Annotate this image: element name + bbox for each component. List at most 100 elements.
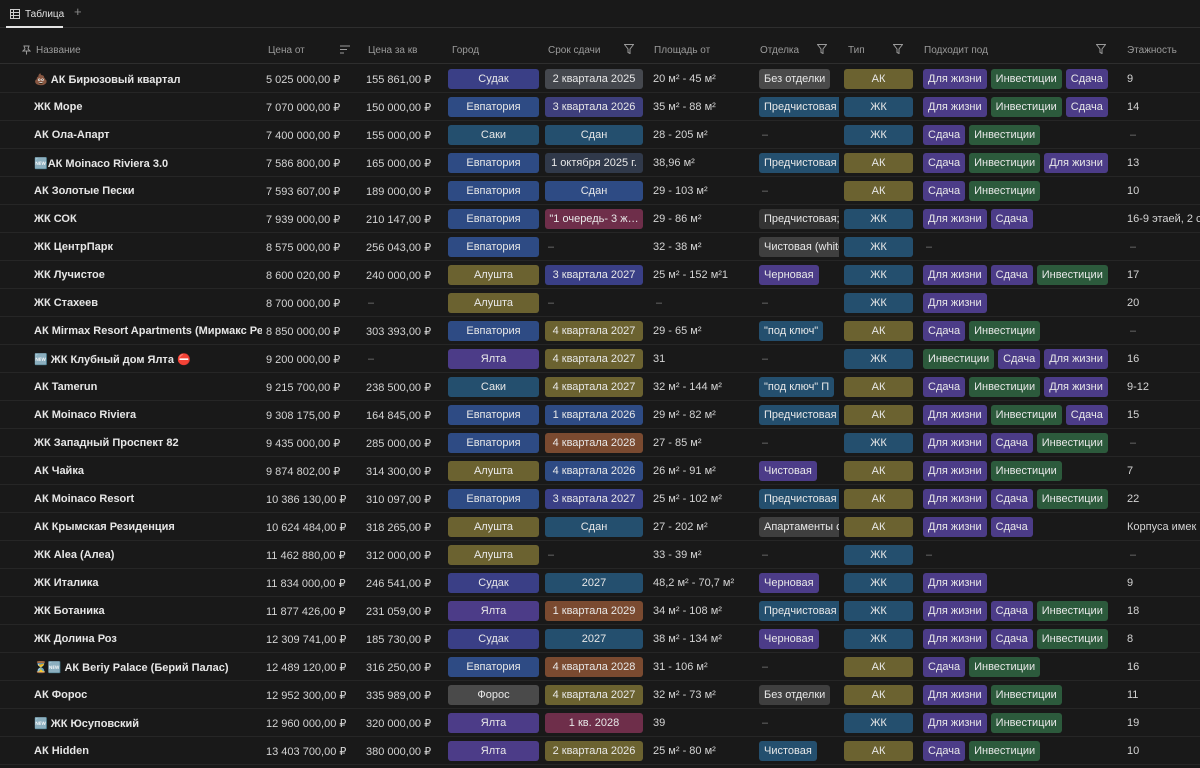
fit-tag[interactable]: Для жизни: [923, 601, 987, 621]
city-tag[interactable]: Евпатория: [448, 489, 539, 509]
finish-tag[interactable]: Предчистовая: [759, 153, 839, 173]
table-row[interactable]: ЖК ЦентрПарк 8 575 000,00 ₽ 256 043,00 ₽ Ев…: [0, 233, 1200, 261]
deadline-tag[interactable]: 2 квартала 2026: [545, 741, 643, 761]
city-tag[interactable]: Форос: [448, 685, 539, 705]
finish-tag[interactable]: Черновая: [759, 629, 819, 649]
fit-tag[interactable]: Сдача: [1065, 69, 1108, 89]
fit-tag[interactable]: Инвестиции: [990, 69, 1062, 89]
type-tag[interactable]: ЖК: [844, 97, 913, 117]
type-tag[interactable]: ЖК: [844, 349, 913, 369]
table-row[interactable]: ЖК Лучистое 8 600 020,00 ₽ 240 000,00 ₽ Алу…: [0, 261, 1200, 289]
type-tag[interactable]: ЖК: [844, 237, 913, 257]
type-tag[interactable]: ЖК: [844, 601, 913, 621]
fit-tag[interactable]: Для жизни: [923, 573, 987, 593]
column-header-fits[interactable]: Подходит под: [924, 36, 988, 64]
deadline-tag[interactable]: 3 квартала 2027: [545, 265, 643, 285]
city-tag[interactable]: Евпатория: [448, 153, 539, 173]
fit-tag[interactable]: Инвестиции: [969, 377, 1041, 397]
row-name[interactable]: АК Золотые Пески: [34, 185, 135, 197]
row-name[interactable]: АК Форос: [34, 689, 88, 701]
city-tag[interactable]: Евпатория: [448, 405, 539, 425]
filter-icon[interactable]: [624, 44, 634, 54]
finish-tag[interactable]: Без отделки: [759, 69, 831, 89]
fit-tag[interactable]: Сдача: [923, 321, 966, 341]
row-name[interactable]: АК Tamerun: [34, 381, 98, 393]
deadline-tag[interactable]: 1 кв. 2028: [545, 713, 643, 733]
deadline-tag[interactable]: Сдан: [545, 517, 643, 537]
table-row[interactable]: АК Форос 12 952 300,00 ₽ 335 989,00 ₽ Форос…: [0, 681, 1200, 709]
fit-tag[interactable]: Для жизни: [923, 629, 987, 649]
type-tag[interactable]: АК: [844, 461, 913, 481]
finish-tag[interactable]: "под ключ": [759, 321, 824, 341]
fit-tag[interactable]: Сдача: [923, 741, 966, 761]
city-tag[interactable]: Евпатория: [448, 181, 539, 201]
table-row[interactable]: 🆕 ЖК Юсуповский 12 960 000,00 ₽ 320 000,00…: [0, 709, 1200, 737]
fit-tag[interactable]: Сдача: [990, 265, 1033, 285]
type-tag[interactable]: ЖК: [844, 713, 913, 733]
type-tag[interactable]: ЖК: [844, 545, 913, 565]
finish-tag[interactable]: Чистовая: [759, 741, 817, 761]
table-row[interactable]: АК Moinaco Resort 10 386 130,00 ₽ 310 097,…: [0, 485, 1200, 513]
finish-tag[interactable]: Предчистовая;: [759, 209, 839, 229]
row-name[interactable]: АК Крымская Резиденция: [34, 521, 175, 533]
fit-tag[interactable]: Инвестиции: [969, 181, 1041, 201]
finish-tag[interactable]: Без отделки: [759, 685, 831, 705]
fit-tag[interactable]: Для жизни: [923, 517, 987, 537]
table-row[interactable]: ЖК СОК 7 939 000,00 ₽ 210 147,00 ₽ Евпатори…: [0, 205, 1200, 233]
fit-tag[interactable]: Сдача: [990, 433, 1033, 453]
fit-tag[interactable]: Сдача: [990, 629, 1033, 649]
fit-tag[interactable]: Сдача: [990, 489, 1033, 509]
table-row[interactable]: АК Чайка 9 874 802,00 ₽ 314 300,00 ₽ Алушта…: [0, 457, 1200, 485]
deadline-tag[interactable]: 1 квартала 2029: [545, 601, 643, 621]
fit-tag[interactable]: Инвестиции: [990, 713, 1062, 733]
type-tag[interactable]: АК: [844, 741, 913, 761]
table-row[interactable]: АК Крымская Резиденция 10 624 484,00 ₽ 318…: [0, 513, 1200, 541]
fit-tag[interactable]: Для жизни: [923, 405, 987, 425]
row-name[interactable]: ЖК Западный Проспект 82: [34, 437, 179, 449]
table-row[interactable]: АК Tamerun 9 215 700,00 ₽ 238 500,00 ₽ Саки…: [0, 373, 1200, 401]
city-tag[interactable]: Ялта: [448, 349, 539, 369]
deadline-tag[interactable]: 4 квартала 2027: [545, 685, 643, 705]
column-header-area[interactable]: Площадь от: [654, 36, 710, 64]
city-tag[interactable]: Алушта: [448, 265, 539, 285]
filter-icon[interactable]: [817, 44, 827, 54]
table-row[interactable]: АК Mirmax Resort Apartments (Мирмакс Рез…: [0, 317, 1200, 345]
type-tag[interactable]: АК: [844, 377, 913, 397]
finish-tag[interactable]: "под ключ" П: [759, 377, 835, 397]
fit-tag[interactable]: Сдача: [1065, 97, 1108, 117]
deadline-tag[interactable]: "1 очередь- 3 ж…: [545, 209, 643, 229]
add-view-button[interactable]: +: [74, 4, 82, 19]
fit-tag[interactable]: Инвестиции: [990, 97, 1062, 117]
deadline-tag[interactable]: 4 квартала 2027: [545, 321, 643, 341]
type-tag[interactable]: АК: [844, 489, 913, 509]
finish-tag[interactable]: Предчистовая: [759, 601, 839, 621]
city-tag[interactable]: Алушта: [448, 293, 539, 313]
fit-tag[interactable]: Для жизни: [923, 685, 987, 705]
table-row[interactable]: АК Ола-Апарт 7 400 000,00 ₽ 155 000,00 ₽ Са…: [0, 121, 1200, 149]
city-tag[interactable]: Евпатория: [448, 657, 539, 677]
fit-tag[interactable]: Для жизни: [923, 433, 987, 453]
column-header-city[interactable]: Город: [452, 36, 479, 64]
deadline-tag[interactable]: 4 квартала 2026: [545, 461, 643, 481]
city-tag[interactable]: Саки: [448, 125, 539, 145]
fit-tag[interactable]: Сдача: [990, 209, 1033, 229]
fit-tag[interactable]: Для жизни: [923, 713, 987, 733]
row-name[interactable]: ЖК Италика: [34, 577, 99, 589]
fit-tag[interactable]: Для жизни: [923, 209, 987, 229]
city-tag[interactable]: Евпатория: [448, 321, 539, 341]
deadline-tag[interactable]: 1 октября 2025 г.: [545, 153, 643, 173]
type-tag[interactable]: АК: [844, 657, 913, 677]
row-name[interactable]: ЖК Долина Роз: [34, 633, 117, 645]
fit-tag[interactable]: Инвестиции: [1036, 629, 1108, 649]
row-name[interactable]: 🆕АК Moinaco Riviera 3.0: [34, 157, 169, 170]
city-tag[interactable]: Судак: [448, 573, 539, 593]
city-tag[interactable]: Евпатория: [448, 237, 539, 257]
city-tag[interactable]: Евпатория: [448, 97, 539, 117]
row-name[interactable]: АК Mirmax Resort Apartments (Мирмакс Рез…: [34, 325, 262, 337]
table-row[interactable]: ЖК Италика 11 834 000,00 ₽ 246 541,00 ₽ Суд…: [0, 569, 1200, 597]
type-tag[interactable]: АК: [844, 321, 913, 341]
fit-tag[interactable]: Для жизни: [1044, 349, 1108, 369]
fit-tag[interactable]: Инвестиции: [969, 125, 1041, 145]
table-row[interactable]: 🆕 ЖК Клубный дом Ялта ⛔ 9 200 000,00 ₽ – Ял…: [0, 345, 1200, 373]
fit-tag[interactable]: Для жизни: [1044, 377, 1108, 397]
